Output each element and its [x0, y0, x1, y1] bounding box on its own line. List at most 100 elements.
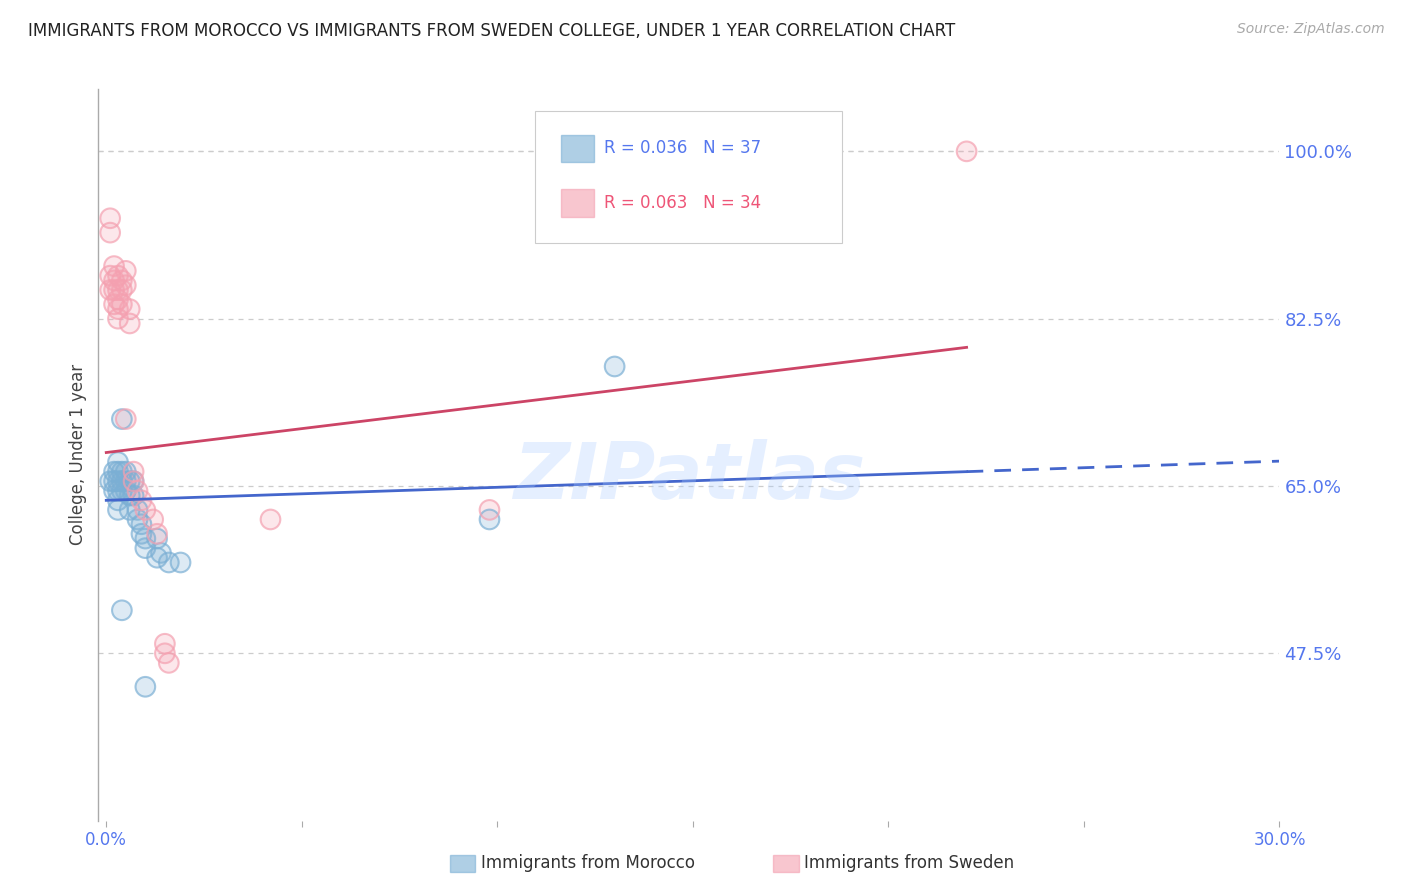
Point	[131, 517, 153, 532]
Point	[150, 546, 173, 560]
Point	[114, 264, 136, 278]
Point	[103, 259, 125, 273]
Point	[131, 526, 153, 541]
Point	[107, 483, 129, 498]
Point	[107, 503, 129, 517]
Point	[122, 474, 145, 488]
Point	[103, 483, 125, 498]
Point	[478, 512, 501, 526]
Point	[111, 283, 134, 297]
Point	[103, 283, 125, 297]
Point	[114, 483, 136, 498]
Point	[114, 474, 136, 488]
Point	[142, 512, 165, 526]
FancyBboxPatch shape	[536, 112, 842, 243]
Point	[107, 293, 129, 307]
Point	[127, 512, 149, 526]
Point	[107, 283, 129, 297]
Point	[111, 273, 134, 287]
Point	[107, 283, 129, 297]
Point	[103, 474, 125, 488]
Point	[153, 637, 176, 651]
Text: IMMIGRANTS FROM MOROCCO VS IMMIGRANTS FROM SWEDEN COLLEGE, UNDER 1 YEAR CORRELAT: IMMIGRANTS FROM MOROCCO VS IMMIGRANTS FR…	[28, 22, 955, 40]
Point	[111, 483, 134, 498]
Point	[103, 483, 125, 498]
Point	[111, 474, 134, 488]
Point	[114, 465, 136, 479]
Point	[111, 297, 134, 311]
Point	[478, 503, 501, 517]
Text: ZIPatlas: ZIPatlas	[513, 439, 865, 515]
Point	[127, 483, 149, 498]
Point	[157, 656, 180, 670]
Point	[118, 503, 141, 517]
Point	[98, 474, 121, 488]
Point	[98, 226, 121, 240]
Point	[98, 283, 121, 297]
Point	[98, 226, 121, 240]
Point	[146, 550, 169, 565]
Point	[127, 512, 149, 526]
Point	[603, 359, 626, 374]
Point	[134, 503, 156, 517]
Point	[111, 273, 134, 287]
Point	[122, 474, 145, 488]
Point	[114, 465, 136, 479]
Point	[118, 489, 141, 503]
Point	[169, 556, 191, 570]
Point	[118, 317, 141, 331]
Point	[114, 278, 136, 293]
Bar	[561, 189, 595, 218]
Point	[114, 483, 136, 498]
Point	[107, 302, 129, 317]
Point	[118, 489, 141, 503]
Point	[111, 603, 134, 617]
Point	[107, 311, 129, 326]
Point	[131, 493, 153, 508]
Point	[122, 489, 145, 503]
Point	[150, 546, 173, 560]
Text: Immigrants from Sweden: Immigrants from Sweden	[804, 855, 1014, 872]
Point	[111, 465, 134, 479]
Point	[111, 483, 134, 498]
Point	[114, 278, 136, 293]
Point	[131, 526, 153, 541]
Point	[107, 293, 129, 307]
Text: Source: ZipAtlas.com: Source: ZipAtlas.com	[1237, 22, 1385, 37]
Point	[103, 297, 125, 311]
Point	[146, 526, 169, 541]
Point	[478, 503, 501, 517]
Point	[114, 412, 136, 426]
Point	[103, 273, 125, 287]
Point	[111, 297, 134, 311]
Point	[107, 483, 129, 498]
Point	[134, 532, 156, 546]
Point	[122, 465, 145, 479]
Point	[259, 512, 281, 526]
Point	[111, 465, 134, 479]
Point	[107, 474, 129, 488]
Point	[103, 259, 125, 273]
Point	[107, 465, 129, 479]
Point	[955, 145, 977, 159]
Point	[98, 474, 121, 488]
Point	[955, 145, 977, 159]
Point	[107, 302, 129, 317]
Point	[146, 532, 169, 546]
Point	[111, 283, 134, 297]
Point	[131, 517, 153, 532]
Point	[118, 317, 141, 331]
Point	[153, 646, 176, 660]
Point	[107, 493, 129, 508]
Point	[103, 465, 125, 479]
Point	[114, 474, 136, 488]
Point	[134, 541, 156, 556]
Point	[153, 646, 176, 660]
Point	[111, 412, 134, 426]
Point	[111, 474, 134, 488]
Text: Immigrants from Morocco: Immigrants from Morocco	[481, 855, 695, 872]
Point	[146, 532, 169, 546]
Point	[122, 474, 145, 488]
Point	[111, 412, 134, 426]
Point	[114, 264, 136, 278]
